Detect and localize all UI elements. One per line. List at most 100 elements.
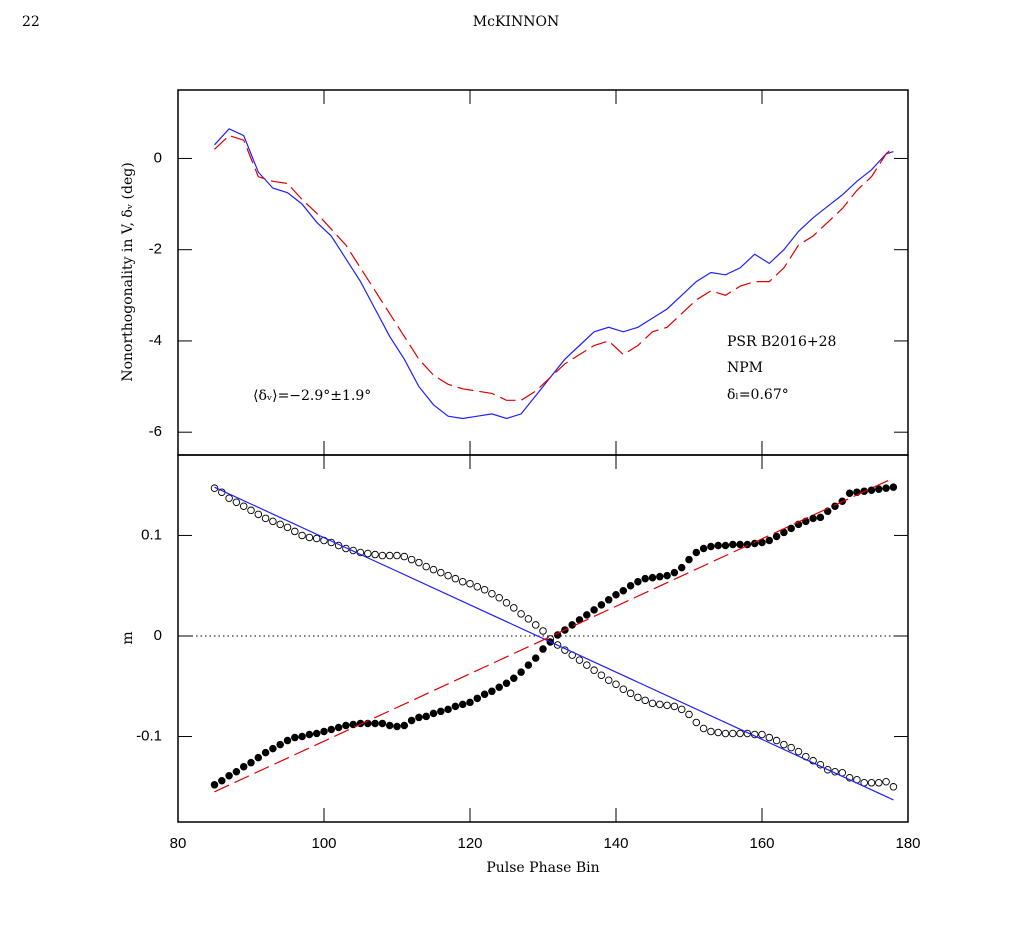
data-point: [692, 718, 701, 727]
data-point: [619, 586, 628, 595]
annotation: δₗ=0.67°: [727, 387, 789, 403]
data-point: [699, 724, 708, 733]
y-tick-label: 0.1: [141, 526, 162, 543]
data-point: [612, 591, 620, 599]
data-point: [685, 555, 693, 564]
data-point: [780, 740, 788, 749]
data-point: [480, 585, 489, 594]
data-point: [517, 668, 525, 676]
data-point: [349, 720, 357, 729]
data-point: [378, 551, 387, 560]
annotation: NPM: [727, 360, 763, 376]
data-point: [473, 582, 482, 591]
data-point: [531, 654, 540, 662]
data-point: [772, 532, 781, 541]
series-line: [214, 486, 894, 801]
series-line: [214, 134, 894, 401]
data-point: [714, 728, 722, 737]
data-point: [466, 579, 474, 588]
data-point: [648, 699, 657, 708]
data-point: [597, 601, 606, 609]
data-point: [291, 733, 299, 742]
data-point: [875, 779, 883, 787]
data-point: [758, 730, 766, 739]
y-tick-label: -0.1: [136, 728, 162, 745]
data-point: [634, 577, 642, 586]
data-point: [845, 489, 854, 497]
annotation: ⟨δᵥ⟩=−2.9°±1.9°: [253, 388, 371, 404]
data-point: [312, 534, 321, 543]
data-point: [619, 685, 628, 694]
data-point: [276, 520, 284, 529]
data-point: [531, 621, 540, 629]
data-point: [539, 627, 547, 635]
data-point: [283, 523, 292, 532]
data-point: [422, 562, 430, 571]
data-point: [677, 705, 686, 714]
annotation: PSR B2016+28: [727, 334, 836, 350]
x-tick-label: 80: [170, 835, 187, 852]
data-point: [583, 661, 591, 669]
running-title: McKINNON: [473, 14, 559, 30]
data-point: [305, 533, 314, 542]
data-point: [305, 730, 314, 739]
data-point: [400, 721, 409, 730]
data-point: [269, 744, 277, 753]
data-point: [882, 484, 890, 492]
data-point: [699, 544, 708, 553]
data-point: [451, 702, 460, 711]
y-axis-label: m: [120, 631, 136, 644]
data-point: [225, 494, 233, 502]
data-point: [342, 721, 350, 730]
data-point: [510, 674, 518, 682]
y-tick-label: 0: [154, 627, 162, 644]
data-point: [583, 611, 591, 619]
data-point: [590, 666, 598, 674]
data-point: [466, 698, 474, 707]
series-line: [214, 477, 894, 793]
x-axis-label: Pulse Phase Bin: [486, 860, 599, 876]
data-point: [524, 615, 533, 623]
data-point: [225, 771, 233, 780]
data-point: [685, 710, 693, 719]
data-point: [882, 778, 890, 786]
data-point: [480, 690, 489, 699]
data-point: [429, 565, 438, 574]
data-point: [736, 729, 744, 738]
data-point: [276, 740, 284, 749]
data-point: [867, 779, 876, 787]
data-point: [488, 687, 496, 696]
data-point: [254, 753, 263, 762]
y-tick-label: -2: [149, 241, 162, 258]
data-point: [590, 606, 598, 614]
data-point: [787, 743, 795, 752]
data-point: [495, 594, 503, 602]
data-point: [495, 683, 503, 692]
data-point: [597, 671, 606, 679]
data-point: [867, 486, 876, 494]
data-point: [371, 719, 379, 728]
data-point: [269, 517, 277, 526]
data-point: [677, 563, 686, 572]
data-point: [320, 727, 328, 736]
data-point: [794, 747, 803, 756]
data-point: [736, 540, 744, 549]
data-point: [378, 719, 387, 728]
data-point: [889, 783, 898, 791]
data-point: [298, 732, 306, 741]
data-point: [707, 542, 715, 551]
data-point: [261, 748, 270, 757]
data-point: [444, 705, 452, 714]
data-point: [261, 514, 270, 523]
data-point: [670, 702, 679, 711]
series-line: [214, 128, 894, 420]
y-tick-label: -6: [149, 423, 162, 440]
data-point: [429, 709, 438, 718]
data-point: [385, 551, 394, 560]
page-number: 22: [22, 14, 40, 30]
data-point: [407, 555, 416, 564]
data-point: [334, 723, 343, 732]
data-point: [656, 572, 664, 581]
data-point: [648, 573, 657, 582]
